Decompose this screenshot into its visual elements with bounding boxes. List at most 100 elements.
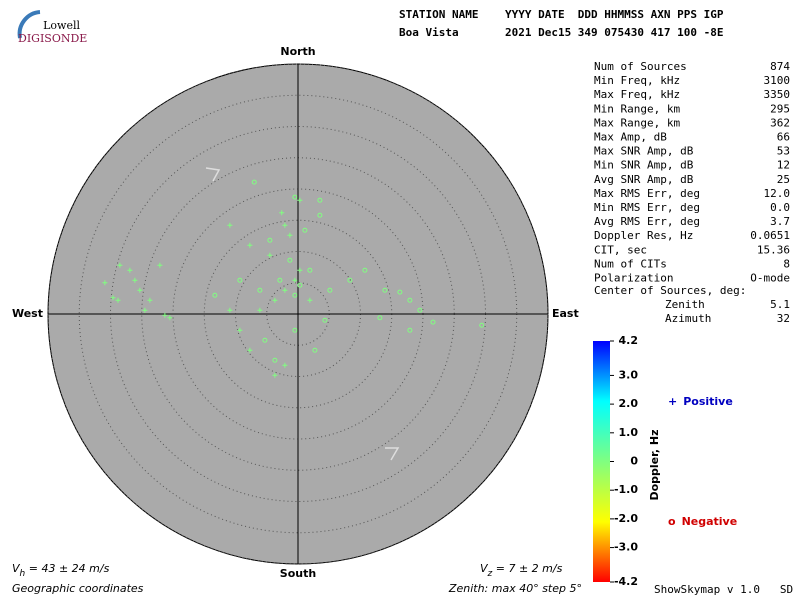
source-point xyxy=(272,372,278,378)
center-zenith: 5.1 xyxy=(770,298,790,311)
direction-arrow xyxy=(385,447,400,461)
stat-key: Max Amp, dB xyxy=(594,131,667,144)
stat-value: 12 xyxy=(777,159,790,172)
source-point xyxy=(272,297,278,303)
colorbar-label: Doppler, Hz xyxy=(648,429,661,500)
source-point xyxy=(282,287,288,293)
source-point xyxy=(167,315,173,321)
version: ShowSkymap v 1.0 SD v 5.1 xyxy=(654,583,800,596)
source-point xyxy=(147,297,153,303)
stat-key: Min RMS Err, deg xyxy=(594,201,700,214)
stat-value: 874 xyxy=(770,60,790,73)
source-point xyxy=(327,287,333,293)
source-point xyxy=(137,287,143,293)
stat-key: Polarization xyxy=(594,272,673,285)
colorbar-tick-label: -1.0 xyxy=(614,483,638,496)
source-point xyxy=(287,232,293,238)
source-point xyxy=(302,227,308,233)
source-point xyxy=(377,315,383,321)
source-point xyxy=(102,280,108,286)
stat-value: 25 xyxy=(777,173,790,186)
colorbar-tick-label: -2.0 xyxy=(614,512,638,525)
colorbar xyxy=(593,341,610,582)
stat-key: Num of Sources xyxy=(594,60,687,73)
colorbar-tick-label: 2.0 xyxy=(619,397,639,410)
vh: Vh = 43 ± 24 m/s xyxy=(12,562,110,579)
header-line: STATION NAME YYYY DATE DDD HHMMSS AXN PP… xyxy=(399,8,724,21)
stat-key: Min SNR Amp, dB xyxy=(594,159,694,172)
stat-key: Max RMS Err, deg xyxy=(594,187,700,200)
source-point xyxy=(407,297,413,303)
source-point xyxy=(262,337,268,343)
source-point xyxy=(317,197,323,203)
logo-bottom: DIGISONDE xyxy=(18,32,87,45)
source-point xyxy=(157,262,163,268)
west-label: West xyxy=(12,307,43,320)
source-point xyxy=(430,319,436,325)
source-point xyxy=(267,252,273,258)
source-point xyxy=(110,295,116,301)
source-point xyxy=(307,267,313,273)
colorbar-tick-label: -4.2 xyxy=(614,575,638,588)
source-point xyxy=(322,317,328,323)
center-azimuth: 32 xyxy=(777,312,790,325)
source-point xyxy=(272,357,278,363)
source-point xyxy=(142,307,148,313)
stat-key: Max Range, km xyxy=(594,116,680,129)
stat-value: 0.0 xyxy=(770,201,790,214)
stat-key: Max Freq, kHz xyxy=(594,88,680,101)
legend-entry: + Positive xyxy=(668,395,733,408)
stat-key: CIT, sec xyxy=(594,243,647,256)
source-point xyxy=(297,197,303,203)
stat-value: 53 xyxy=(777,145,790,158)
source-point xyxy=(279,210,285,216)
stat-value: 0.0651 xyxy=(750,229,790,242)
colorbar-tick-label: 0 xyxy=(630,455,638,468)
stat-value: 12.0 xyxy=(764,187,791,200)
source-point xyxy=(247,347,253,353)
stat-key: Max SNR Amp, dB xyxy=(594,145,694,158)
source-point xyxy=(237,327,243,333)
source-point xyxy=(282,362,288,368)
source-point xyxy=(237,277,243,283)
direction-arrow xyxy=(205,167,221,182)
source-point xyxy=(132,277,138,283)
source-point xyxy=(267,237,273,243)
north-label: North xyxy=(280,45,315,58)
source-point xyxy=(479,322,485,328)
logo-top: Lowell xyxy=(43,19,80,32)
stat-value: 8 xyxy=(783,257,790,270)
source-point xyxy=(117,262,123,268)
source-point xyxy=(312,347,318,353)
source-point xyxy=(297,267,303,273)
source-point xyxy=(317,212,323,218)
source-point xyxy=(297,282,303,288)
colorbar-tick-label: 4.2 xyxy=(619,334,639,347)
stat-key: Min Range, km xyxy=(594,102,680,115)
colorbar-tick-label: 1.0 xyxy=(619,426,639,439)
source-point xyxy=(251,179,257,185)
source-point xyxy=(292,194,298,200)
source-point xyxy=(347,277,353,283)
coords-note: Geographic coordinates xyxy=(12,582,144,595)
source-point xyxy=(257,287,263,293)
source-point xyxy=(397,289,403,295)
source-point xyxy=(227,307,233,313)
source-point xyxy=(115,297,121,303)
source-point xyxy=(292,277,298,283)
source-point xyxy=(282,222,288,228)
source-point xyxy=(292,292,298,298)
south-label: South xyxy=(280,567,316,580)
colorbar-tick-label: -3.0 xyxy=(614,541,638,554)
source-point xyxy=(227,222,233,228)
stat-value: 3100 xyxy=(764,74,791,87)
source-point xyxy=(417,307,423,313)
zenith-note: Zenith: max 40° step 5° xyxy=(448,582,582,595)
stat-key: Avg SNR Amp, dB xyxy=(594,173,694,186)
stat-value: O-mode xyxy=(750,272,790,285)
source-point xyxy=(382,287,388,293)
colorbar-tick-label: 3.0 xyxy=(619,368,639,381)
east-label: East xyxy=(552,307,579,320)
source-point xyxy=(407,327,413,333)
